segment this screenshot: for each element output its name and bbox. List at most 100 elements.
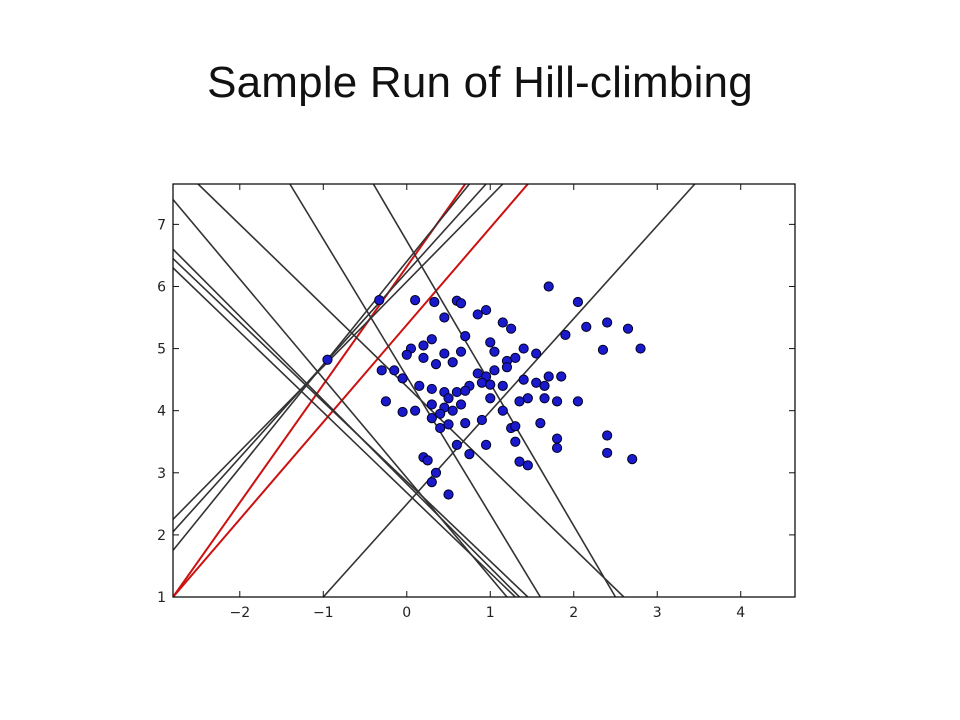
data-point-49 [397,406,408,418]
data-point-72 [480,439,492,450]
data-point-82 [551,442,563,454]
data-point-5 [480,304,492,316]
x-tick-label-0: −2 [229,605,250,621]
data-point-91 [635,343,646,354]
data-point-51 [426,399,437,410]
data-point-7 [497,317,508,328]
boundary-line-6 [173,199,508,597]
data-point-79 [443,489,454,500]
data-point-41 [443,393,454,404]
data-point-36 [389,365,400,376]
data-point-35 [376,365,387,376]
x-tick-label-2: 0 [402,605,411,621]
data-point-23 [510,352,521,363]
data-point-30 [518,374,529,385]
data-point-6 [472,309,483,320]
data-point-80 [514,456,525,467]
data-point-92 [602,430,613,441]
data-point-0 [374,295,385,306]
data-point-42 [451,386,462,398]
line-layer [173,184,696,597]
boundary-line-12 [372,184,617,597]
data-point-54 [455,399,467,410]
data-point-68 [535,418,546,429]
data-point-70 [451,439,462,450]
data-point-21 [518,343,529,354]
boundary-line-11 [289,184,542,597]
data-point-56 [426,413,437,424]
y-tick-label-2: 3 [157,466,166,482]
boundary-line-10 [197,184,625,597]
data-point-15 [401,349,412,360]
data-point-93 [602,447,613,459]
data-point-9 [439,312,450,323]
data-point-88 [602,317,613,328]
data-point-24 [430,359,442,370]
data-point-11 [485,337,496,348]
boundary-line-8 [173,257,529,597]
boundary-line-9 [173,267,516,597]
y-tick-label-5: 6 [157,279,166,295]
data-point-58 [435,422,446,434]
data-point-74 [510,421,521,432]
data-point-26 [472,368,483,379]
data-point-55 [435,408,446,419]
data-point-47 [497,380,508,391]
data-point-65 [539,393,550,404]
data-point-38 [414,380,425,391]
data-point-84 [543,281,554,292]
data-point-39 [426,383,437,395]
data-point-48 [380,396,391,407]
data-point-66 [551,396,563,407]
x-tick-label-5: 3 [653,605,662,621]
data-point-44 [460,385,471,396]
data-point-73 [510,436,521,447]
x-tick-label-3: 1 [486,605,495,621]
y-tick-label-0: 1 [157,590,166,606]
data-point-18 [455,346,467,357]
data-point-13 [418,340,429,351]
data-point-81 [522,460,533,471]
data-point-37 [397,373,408,384]
x-tick-label-6: 4 [736,605,745,621]
y-tick-label-6: 7 [157,217,166,233]
y-tick-label-4: 5 [157,342,166,358]
data-point-71 [464,449,475,460]
data-point-78 [426,477,437,488]
data-point-32 [543,371,554,382]
plot-frame [172,183,796,598]
data-point-62 [497,405,508,416]
data-point-86 [581,321,592,332]
data-point-53 [447,405,458,416]
data-point-10 [460,331,471,342]
x-tick-label-1: −1 [313,605,334,621]
point-layer [322,281,646,500]
data-point-94 [627,454,638,465]
data-point-57 [443,419,454,430]
data-point-85 [572,296,584,308]
data-point-64 [522,393,533,404]
data-point-50 [410,405,421,416]
data-point-89 [622,323,634,334]
data-point-61 [485,393,496,404]
data-point-45 [476,377,488,388]
data-point-76 [422,455,433,466]
data-point-17 [439,348,450,359]
boundary-line-5 [322,184,696,597]
data-point-67 [572,396,584,407]
data-point-77 [430,467,442,478]
x-tick-label-4: 2 [569,605,578,621]
y-tick-label-1: 2 [157,528,166,544]
data-point-95 [322,354,333,365]
data-point-59 [460,418,471,429]
data-point-2 [429,296,440,308]
data-point-60 [476,414,488,426]
axes: −2 −1 0 1 2 3 4 1 2 3 4 5 6 7 [157,183,796,621]
data-point-4 [455,298,467,309]
data-point-83 [551,433,563,444]
data-point-19 [489,346,500,357]
data-point-31 [531,377,542,388]
data-point-1 [410,295,421,306]
data-point-29 [501,362,513,373]
